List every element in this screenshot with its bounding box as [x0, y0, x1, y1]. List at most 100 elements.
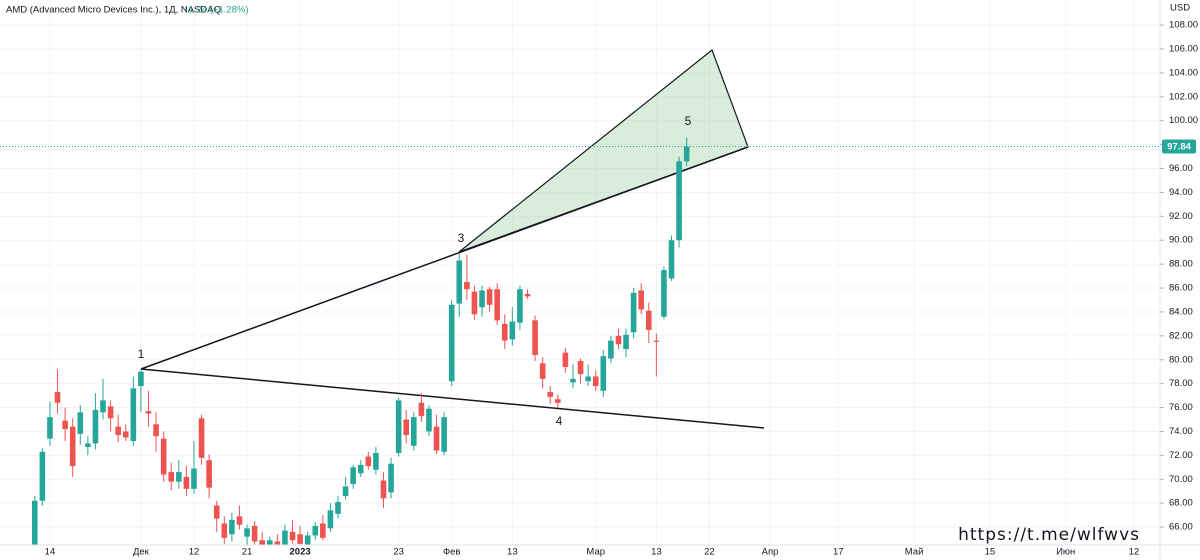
candle-body — [160, 438, 167, 475]
target-triangle — [458, 49, 749, 253]
candle-body — [47, 417, 53, 439]
candle-body — [570, 378, 576, 383]
candle-body — [206, 460, 212, 488]
candle-body — [638, 290, 644, 310]
candle-body — [138, 371, 144, 387]
candle-body — [600, 356, 607, 391]
candle-body — [320, 523, 326, 538]
candle-body — [645, 310, 652, 330]
candle-body — [661, 270, 667, 317]
candle-body — [266, 540, 273, 545]
candle-body — [479, 290, 485, 308]
y-tick-label: 84.00 — [1169, 306, 1193, 317]
candle-body — [418, 402, 425, 416]
wave-label: 1 — [138, 347, 145, 361]
candle-body — [92, 409, 99, 444]
x-tick-label: 22 — [704, 547, 715, 558]
candle-body — [517, 289, 523, 323]
candle-body — [100, 400, 106, 413]
candle-body — [327, 510, 334, 529]
candle-body — [433, 426, 440, 451]
y-tick-label: 94.00 — [1169, 187, 1193, 198]
y-tick-label: 86.00 — [1169, 283, 1193, 294]
candle-body — [221, 523, 228, 538]
candle-body — [39, 451, 46, 501]
candle-body — [441, 417, 447, 452]
y-tick-label: 80.00 — [1169, 354, 1193, 365]
candle-body — [32, 500, 38, 545]
price-change: +1.24 (+1.28%) — [183, 5, 249, 16]
candle-body — [191, 468, 197, 489]
chart-title: AMD (Advanced Micro Devices Inc.), 1Д, N… — [6, 5, 221, 16]
x-tick-label: 17 — [833, 547, 844, 558]
candle-body — [592, 376, 599, 387]
candle-body — [342, 486, 349, 496]
y-tick-label: 88.00 — [1169, 259, 1193, 270]
candle-body — [577, 360, 584, 375]
candle-body — [229, 519, 235, 535]
candle-body — [107, 406, 114, 419]
x-tick-label: Май — [905, 547, 924, 558]
candle-body — [297, 534, 303, 544]
y-tick-label: 106.00 — [1169, 44, 1198, 55]
x-tick-label: 14 — [45, 547, 56, 558]
candle-body — [585, 376, 591, 382]
x-tick-label: 13 — [651, 547, 662, 558]
candle-body — [282, 530, 288, 545]
y-tick-label: 90.00 — [1169, 235, 1193, 246]
candle-body — [547, 392, 554, 397]
y-tick-label: 72.00 — [1169, 450, 1193, 461]
candle-body — [365, 456, 372, 467]
x-tick-label: Дек — [133, 547, 150, 558]
candle-body — [532, 320, 538, 355]
candle-body — [456, 260, 463, 304]
y-tick-label: 74.00 — [1169, 426, 1193, 437]
candle-body — [183, 476, 190, 489]
candle-body — [213, 505, 220, 519]
wave-label: 5 — [685, 114, 692, 128]
candle-body — [623, 334, 629, 349]
x-tick-label: Июн — [1056, 547, 1075, 558]
candle-body — [608, 340, 614, 359]
candle-body — [380, 480, 387, 499]
candle-body — [145, 411, 152, 414]
wave-label: 3 — [458, 231, 465, 245]
candle-body — [77, 412, 84, 434]
candle-body — [395, 400, 402, 453]
candle-body — [668, 240, 675, 279]
candle-body — [274, 541, 281, 545]
candle-body — [555, 399, 561, 403]
candle-body — [471, 291, 478, 315]
candle-body — [312, 525, 319, 536]
candle-body — [62, 420, 68, 430]
candle-body — [289, 531, 296, 541]
watermark: https://t.me/wlfwvs — [958, 525, 1140, 545]
y-tick-label: 82.00 — [1169, 330, 1193, 341]
candle-body — [494, 289, 500, 321]
x-tick-label: 12 — [189, 547, 200, 558]
lower-trend-line — [140, 368, 765, 429]
candle-body — [168, 472, 175, 482]
candle-body — [448, 304, 455, 382]
candle-body — [335, 501, 341, 514]
x-tick-label: Апр — [762, 547, 779, 558]
x-tick-label: Мар — [586, 547, 605, 558]
candle-body — [676, 161, 682, 241]
x-tick-label: 2023 — [290, 547, 311, 558]
candle-body — [244, 528, 250, 537]
y-tick-label: 70.00 — [1169, 474, 1193, 485]
candle-body — [251, 525, 258, 542]
y-tick-label: 76.00 — [1169, 402, 1193, 413]
candle-body — [501, 323, 508, 341]
candle-body — [259, 540, 265, 545]
y-tick-label: 66.00 — [1169, 522, 1193, 533]
currency-label: USD — [1170, 3, 1190, 14]
candle-body — [130, 388, 137, 442]
y-tick-label: 100.00 — [1169, 115, 1198, 126]
x-tick-label: 13 — [507, 547, 518, 558]
candle-body — [153, 424, 159, 437]
candle-body — [115, 426, 121, 436]
candle-body — [357, 464, 364, 474]
last-price-tag — [1162, 139, 1196, 154]
